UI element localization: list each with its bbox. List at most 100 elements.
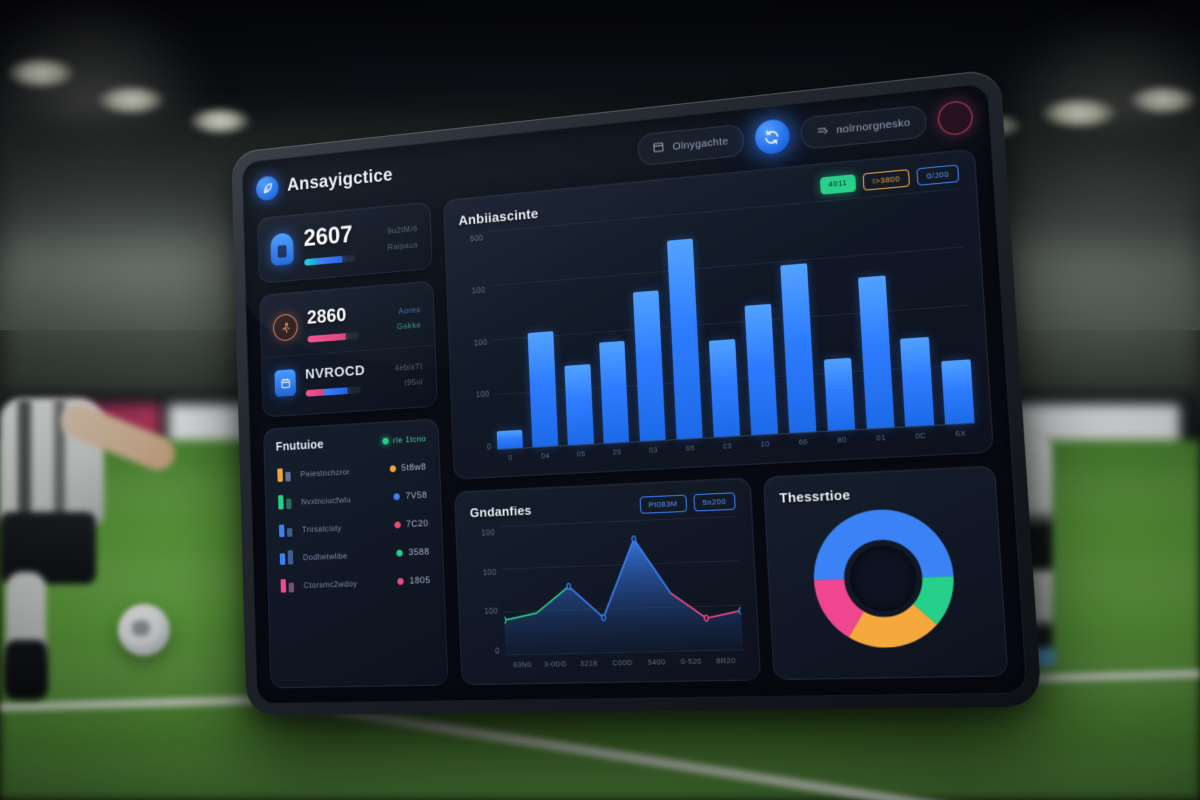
list-item-value-group: 7C20 xyxy=(394,518,429,530)
donut-segment[interactable] xyxy=(826,523,941,634)
list-item-value-group: 1805 xyxy=(397,575,431,587)
value-dot-icon xyxy=(394,521,401,529)
mow-stripe-4 xyxy=(0,754,1200,800)
list-item-value: 1805 xyxy=(409,575,431,587)
kpi-primary-side-bottom: Raipaus xyxy=(387,239,419,252)
line-segment xyxy=(569,585,604,618)
progress-segment-pink-2 xyxy=(305,388,325,397)
chevrons-right-icon xyxy=(815,123,828,139)
refresh-sync-icon[interactable] xyxy=(753,117,791,156)
bar[interactable] xyxy=(779,262,817,433)
brand[interactable]: Ansayigctice xyxy=(255,163,393,202)
bar-series xyxy=(489,188,975,449)
list-item-label: Ctorsmc2wdoy xyxy=(303,578,358,590)
bar[interactable] xyxy=(941,359,975,425)
line-segment xyxy=(600,539,637,618)
y-tick: 100 xyxy=(482,567,497,577)
list-item-value-group: 3588 xyxy=(396,546,430,559)
data-point[interactable] xyxy=(632,536,636,542)
bar[interactable] xyxy=(598,340,630,444)
bar[interactable] xyxy=(857,275,895,429)
bar[interactable] xyxy=(708,338,741,438)
x-tick: 04 xyxy=(540,451,550,461)
list-item[interactable]: Tnrsatcisty 7C20 xyxy=(278,511,430,544)
export-button[interactable]: Olnygachte xyxy=(637,123,745,167)
data-point[interactable] xyxy=(602,615,606,621)
player-sock xyxy=(4,640,48,700)
x-tick: 8R20 xyxy=(715,655,736,665)
y-tick: 100 xyxy=(481,528,496,538)
list-item-value: 5t8w8 xyxy=(401,461,427,474)
tablet-bezel: Ansayigctice Olnygachte xyxy=(231,68,1042,716)
bar[interactable] xyxy=(496,429,523,449)
dashboard-body: 2607 9u2tM/6 Raipaus xyxy=(256,148,1009,688)
data-point[interactable] xyxy=(739,608,743,614)
kpi-row-runner-side-labels: Aores Gakke xyxy=(368,301,422,336)
line-legend-badge-2[interactable]: 5n200 xyxy=(693,492,736,512)
kpi-row-runner-content: 2860 xyxy=(307,305,360,343)
x-tick: 01 xyxy=(875,432,887,443)
kpi-row-calendar-progress xyxy=(305,386,361,397)
legend-badge-orange[interactable]: I>3800 xyxy=(862,169,911,191)
user-avatar-icon[interactable] xyxy=(937,99,974,137)
list-panel-status-label: rle 1tcno xyxy=(392,433,427,446)
x-tick: 3-0DG xyxy=(543,658,568,669)
bar[interactable] xyxy=(632,289,667,442)
bar[interactable] xyxy=(527,331,558,448)
data-point[interactable] xyxy=(567,583,571,589)
line-segment xyxy=(706,611,741,619)
leaf-analytics-logo-icon xyxy=(255,175,279,202)
x-tick: 10 xyxy=(760,439,770,449)
list-item-value: 7V58 xyxy=(405,490,428,502)
status-dot-icon xyxy=(382,437,389,445)
kpi-primary-value: 2607 xyxy=(303,221,354,252)
kpi-row-calendar-side-labels: 4ebisTt t95ol xyxy=(370,358,424,393)
line-legend-badge-1[interactable]: Pt083M xyxy=(639,494,687,514)
bar[interactable] xyxy=(666,238,704,440)
floodlight-icon-3 xyxy=(188,106,252,136)
donut-segment[interactable] xyxy=(826,523,941,634)
bar[interactable] xyxy=(744,303,779,435)
legend-badge-green[interactable]: 4011 xyxy=(819,174,857,195)
x-tick: 3218 xyxy=(579,658,598,668)
data-point[interactable] xyxy=(704,615,708,621)
app-title: Ansayigctice xyxy=(286,165,393,196)
x-tick: 66 xyxy=(798,437,809,447)
bar[interactable] xyxy=(823,357,856,431)
list-item[interactable]: Ctorsmc2wdoy 1805 xyxy=(279,567,431,598)
list-item-value-group: 5t8w8 xyxy=(389,462,426,475)
bar-chart-icon xyxy=(279,550,295,566)
kpi-row-calendar-value: NVROCD xyxy=(304,361,366,383)
y-tick: 0 xyxy=(486,442,492,452)
line-chart-plot xyxy=(500,516,744,656)
line-segment xyxy=(670,592,706,619)
bar[interactable] xyxy=(900,336,935,427)
soccer-ball-patch xyxy=(132,620,150,636)
legend-badge-blue[interactable]: 0/J00 xyxy=(916,164,960,186)
kpi-row-runner-progress xyxy=(307,332,360,343)
bar[interactable] xyxy=(564,363,594,446)
list-item-value: 3588 xyxy=(408,546,430,559)
donut-segment[interactable] xyxy=(826,523,941,634)
kpi-row-calendar[interactable]: NVROCD 4ebisTt t95ol xyxy=(261,344,437,412)
progress-segment-cyan xyxy=(304,258,318,266)
list-item[interactable]: Nvxtnciucfwlu 7V58 xyxy=(277,482,429,515)
list-item-label: Dodhetwlibe xyxy=(302,550,348,562)
list-item[interactable]: Dodhetwlibe 3588 xyxy=(279,539,431,571)
player-jersey-stripe-1 xyxy=(18,400,31,526)
x-tick: 63N0 xyxy=(513,659,532,669)
list-panel-title: Fnutuioe xyxy=(275,437,324,454)
donut-segment[interactable] xyxy=(826,523,941,634)
line-segment xyxy=(634,538,671,594)
kpi-row-calendar-content: NVROCD xyxy=(304,361,366,397)
donut-chart[interactable] xyxy=(808,505,960,651)
calendar-card-icon xyxy=(274,369,297,398)
floodlight-icon-5 xyxy=(1128,84,1198,116)
filter-button[interactable]: nolrnorgnesko xyxy=(799,104,928,150)
kpi-card-primary[interactable]: 2607 9u2tM/6 Raipaus xyxy=(256,201,433,284)
line-chart-legend: Pt083M 5n200 xyxy=(639,492,736,514)
line-chart-plot-wrap: 63N0 3-0DG 3218 C00G 5400 0-520 8R20 xyxy=(500,515,744,674)
kpi-row-runner-side-bottom: Gakke xyxy=(396,319,422,332)
list-item-label: Peiestnchzror xyxy=(300,466,351,479)
list-item-label: Nvxtnciucfwlu xyxy=(300,494,351,507)
